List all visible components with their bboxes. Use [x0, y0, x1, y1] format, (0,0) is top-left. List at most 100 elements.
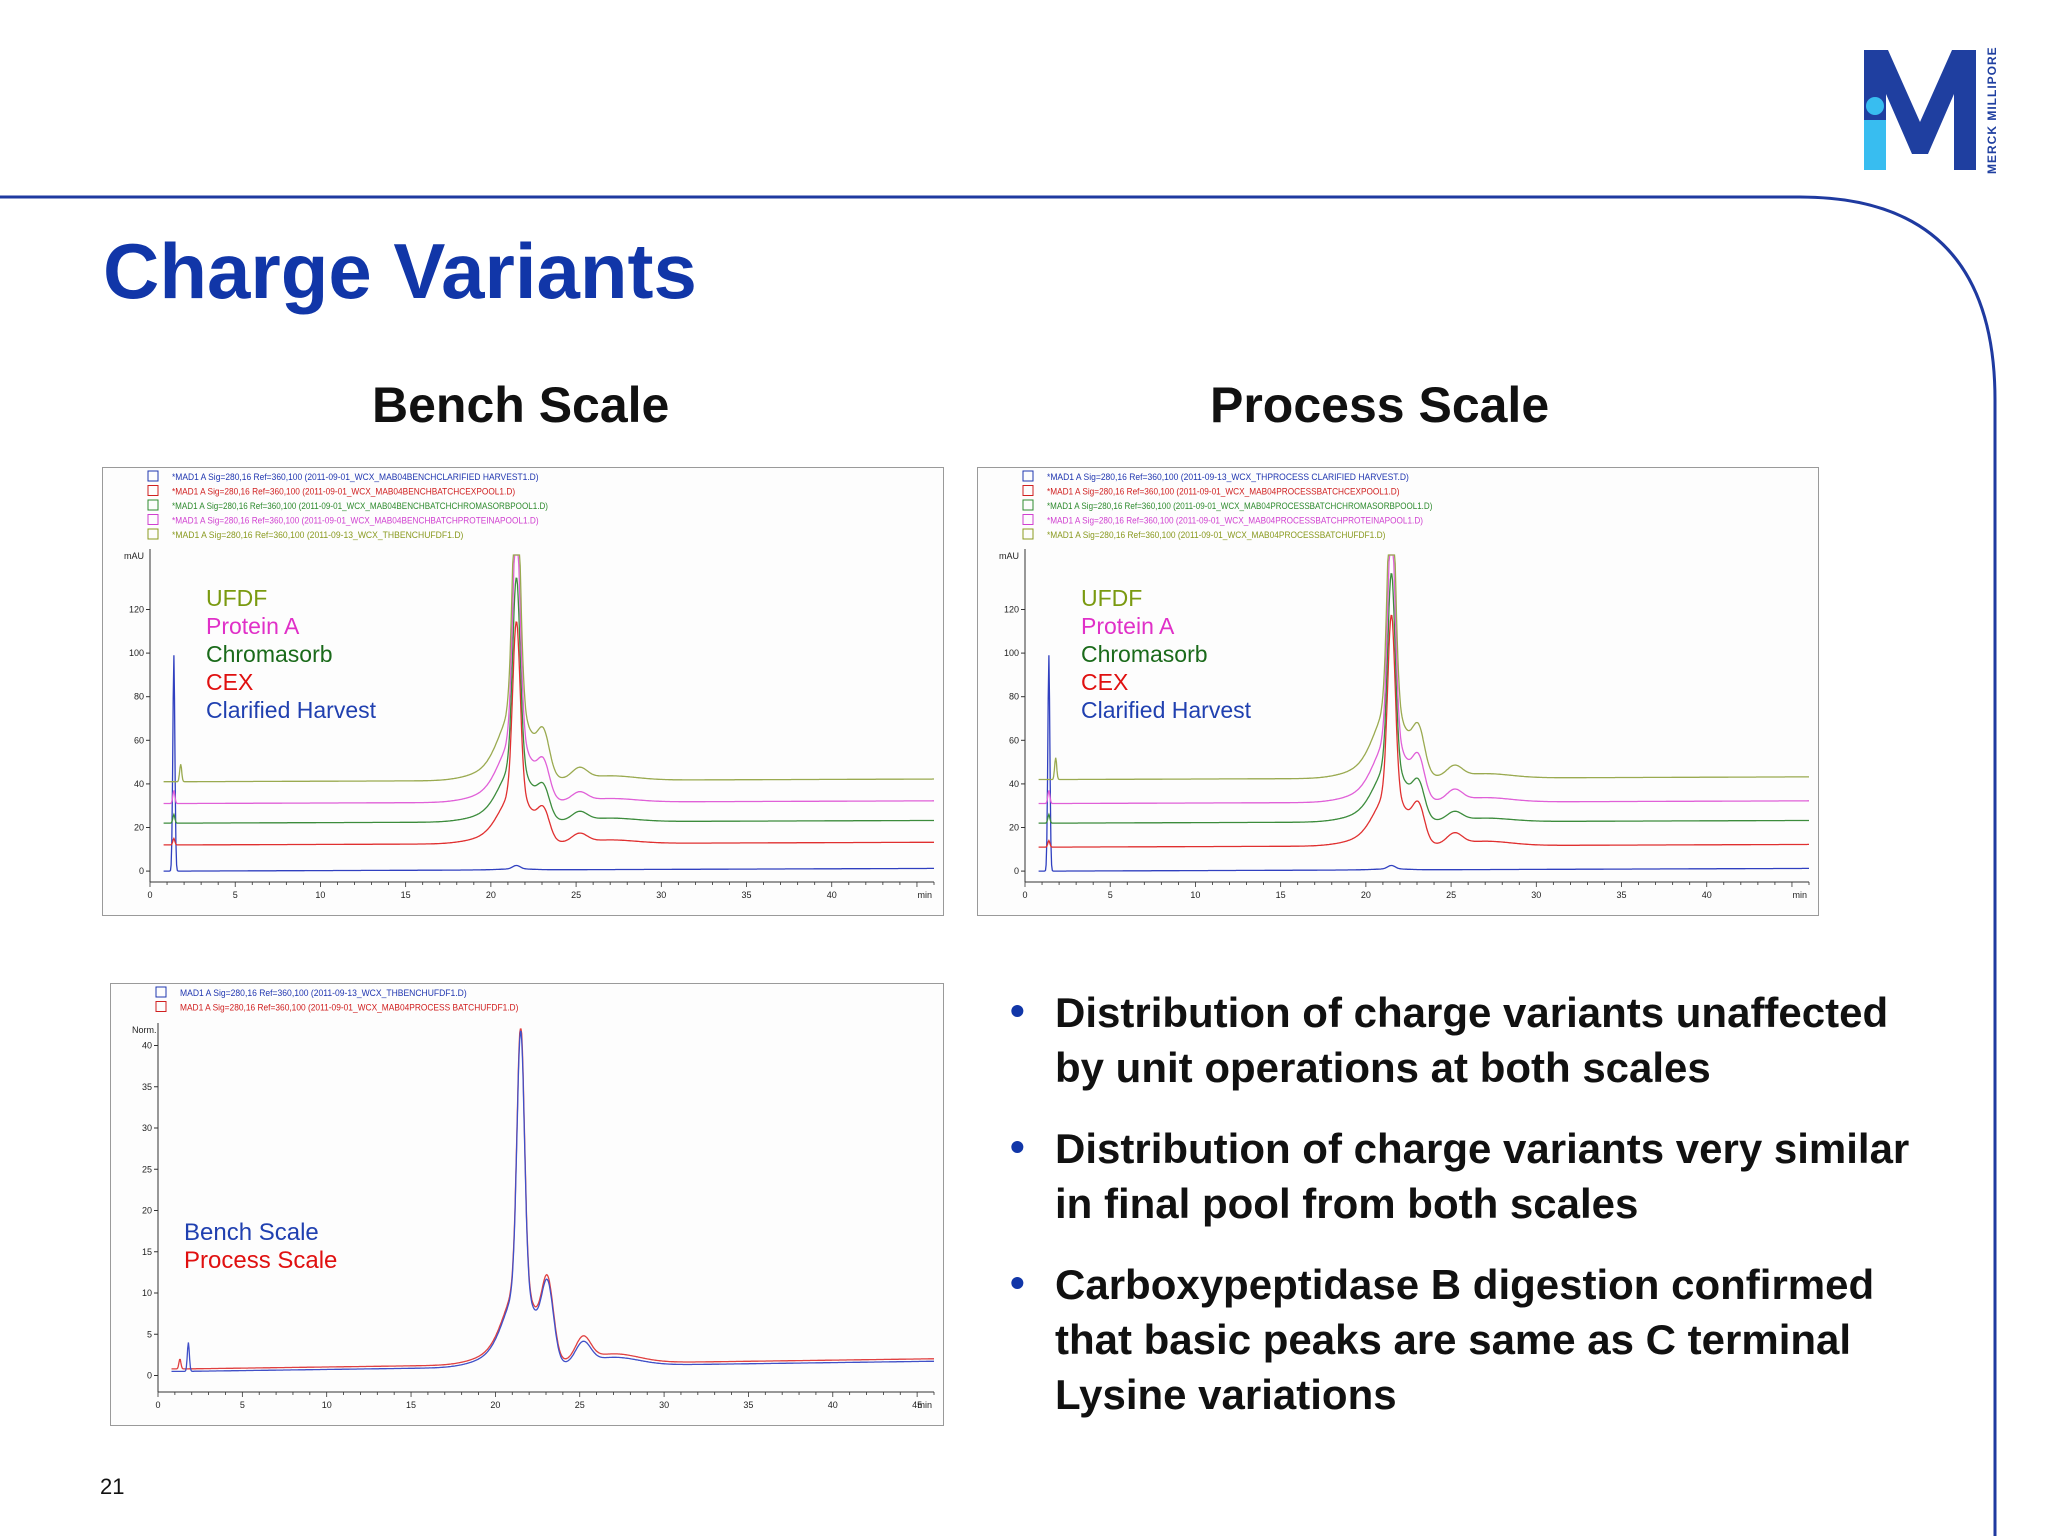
x-unit-label: min: [917, 890, 932, 900]
file-legend-swatch: [1022, 470, 1034, 482]
y-tick-label: 10: [142, 1288, 152, 1298]
y-tick-label: 60: [134, 735, 144, 745]
x-tick-label: 0: [1022, 890, 1027, 900]
finding-text: Distribution of charge variants unaffect…: [1055, 989, 1889, 1091]
x-tick-label: 0: [155, 1400, 160, 1410]
x-tick-label: 25: [1446, 890, 1456, 900]
y-tick-label: 15: [142, 1247, 152, 1257]
series-line: [171, 1030, 935, 1373]
bench-scale-chart-svg: *MAD1 A Sig=280,16 Ref=360,100 (2011-09-…: [102, 467, 944, 916]
y-tick-label: 100: [1004, 648, 1019, 658]
x-tick-label: 40: [1702, 890, 1712, 900]
overlay-chromatogram: MAD1 A Sig=280,16 Ref=360,100 (2011-09-1…: [110, 983, 944, 1426]
bench-scale-heading: Bench Scale: [372, 377, 670, 433]
y-tick-label: 100: [129, 648, 144, 658]
file-legend-text: *MAD1 A Sig=280,16 Ref=360,100 (2011-09-…: [1047, 472, 1409, 482]
file-legend-swatch: [155, 986, 167, 998]
series-line: [163, 577, 934, 824]
file-legend-text: *MAD1 A Sig=280,16 Ref=360,100 (2011-09-…: [1047, 487, 1400, 497]
x-tick-label: 5: [233, 890, 238, 900]
x-tick-label: 20: [490, 1400, 500, 1410]
file-legend-text: *MAD1 A Sig=280,16 Ref=360,100 (2011-09-…: [172, 501, 548, 511]
x-tick-label: 15: [401, 890, 411, 900]
x-tick-label: 30: [656, 890, 666, 900]
header-rule: [0, 195, 1997, 1536]
series-label: Clarified Harvest: [206, 697, 377, 723]
x-tick-label: 25: [575, 1400, 585, 1410]
y-tick-label: 40: [134, 779, 144, 789]
x-tick-label: 35: [1617, 890, 1627, 900]
y-tick-label: 0: [139, 866, 144, 876]
process-scale-chromatogram: *MAD1 A Sig=280,16 Ref=360,100 (2011-09-…: [977, 467, 1819, 916]
series-line: [163, 554, 934, 805]
y-tick-label: 5: [147, 1329, 152, 1339]
series-label: CEX: [1081, 669, 1128, 695]
series-line: [163, 554, 934, 783]
x-tick-label: 0: [147, 890, 152, 900]
page-number: 21: [100, 1474, 125, 1499]
x-tick-label: 25: [571, 890, 581, 900]
y-tick-label: 35: [142, 1082, 152, 1092]
x-tick-label: 10: [315, 890, 325, 900]
file-legend-text: MAD1 A Sig=280,16 Ref=360,100 (2011-09-1…: [180, 988, 467, 998]
x-tick-label: 20: [1361, 890, 1371, 900]
file-legend-swatch: [1022, 499, 1034, 511]
finding-item: • Distribution of charge variants very si…: [1010, 1121, 1910, 1231]
y-axis-label: Norm.: [132, 1025, 157, 1035]
x-tick-label: 40: [827, 890, 837, 900]
x-tick-label: 10: [322, 1400, 332, 1410]
series-label: Protein A: [206, 613, 300, 639]
series-label: Protein A: [1081, 613, 1175, 639]
process-scale-heading: Process Scale: [1210, 377, 1550, 433]
file-legend-swatch: [147, 485, 159, 496]
y-tick-label: 80: [1009, 692, 1019, 702]
y-tick-label: 120: [129, 605, 144, 615]
series-line: [1038, 573, 1809, 824]
file-legend-text: *MAD1 A Sig=280,16 Ref=360,100 (2011-09-…: [1047, 501, 1432, 511]
series-line: [1038, 655, 1809, 872]
x-tick-label: 20: [486, 890, 496, 900]
x-tick-label: 30: [659, 1400, 669, 1410]
y-tick-label: 60: [1009, 735, 1019, 745]
y-tick-label: 40: [1009, 779, 1019, 789]
y-tick-label: 120: [1004, 605, 1019, 615]
series-label: Bench Scale: [184, 1219, 319, 1246]
y-tick-label: 0: [1014, 866, 1019, 876]
series-label: CEX: [206, 669, 253, 695]
bench-scale-chromatogram: *MAD1 A Sig=280,16 Ref=360,100 (2011-09-…: [102, 467, 944, 916]
series-label: Chromasorb: [206, 641, 333, 667]
bullet-icon: •: [1010, 1123, 1025, 1170]
x-tick-label: 10: [1190, 890, 1200, 900]
series-label: UFDF: [206, 585, 267, 611]
chart-border: [110, 983, 944, 1426]
file-legend-swatch: [1022, 528, 1034, 540]
file-legend-swatch: [1022, 514, 1034, 525]
file-legend-swatch: [147, 470, 159, 482]
x-tick-label: 35: [743, 1400, 753, 1410]
overlay-chart-svg: MAD1 A Sig=280,16 Ref=360,100 (2011-09-1…: [110, 983, 944, 1426]
file-legend-swatch: [155, 1001, 167, 1012]
x-tick-label: 30: [1531, 890, 1541, 900]
y-axis-label: mAU: [124, 551, 144, 561]
file-legend-text: MAD1 A Sig=280,16 Ref=360,100 (2011-09-0…: [180, 1003, 518, 1013]
x-unit-label: min: [1792, 890, 1807, 900]
series-label: Process Scale: [184, 1247, 337, 1274]
y-tick-label: 30: [142, 1123, 152, 1133]
finding-text: Distribution of charge variants very sim…: [1055, 1125, 1910, 1227]
x-tick-label: 15: [1276, 890, 1286, 900]
series-label: UFDF: [1081, 585, 1142, 611]
file-legend-text: *MAD1 A Sig=280,16 Ref=360,100 (2011-09-…: [172, 530, 463, 540]
x-tick-label: 5: [240, 1400, 245, 1410]
y-tick-label: 20: [134, 823, 144, 833]
y-tick-label: 40: [142, 1041, 152, 1051]
finding-item: • Carboxypeptidase B digestion confirmed …: [1010, 1257, 1910, 1422]
x-unit-label: min: [917, 1400, 932, 1410]
x-tick-label: 35: [742, 890, 752, 900]
findings-list: • Distribution of charge variants unaffec…: [1010, 985, 1910, 1448]
series-line: [1038, 614, 1809, 848]
slide-title: Charge Variants: [103, 227, 697, 315]
series-line: [163, 621, 934, 846]
finding-item: • Distribution of charge variants unaffec…: [1010, 985, 1910, 1095]
file-legend-swatch: [147, 528, 159, 540]
bullet-icon: •: [1010, 987, 1025, 1034]
